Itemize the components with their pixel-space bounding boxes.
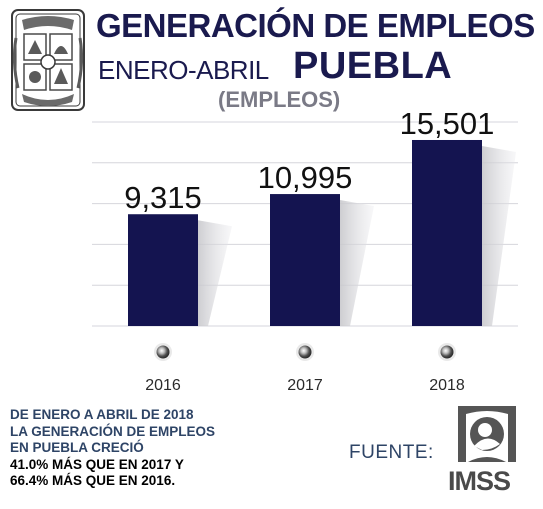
bars: [128, 139, 482, 326]
unit-label: (EMPLEOS): [218, 87, 341, 112]
value-label: 10,995: [258, 160, 353, 195]
bar-shadows: [198, 145, 516, 326]
bar-2018: [412, 139, 482, 326]
imss-emblem-icon: [456, 404, 518, 464]
value-label: 9,315: [124, 180, 202, 215]
marker-dot: [440, 345, 454, 359]
summary-line: DE ENERO A ABRIL DE 2018: [10, 407, 194, 422]
category-label: 2017: [287, 377, 323, 394]
marker-dot: [156, 345, 170, 359]
category-label: 2018: [429, 377, 465, 394]
summary-line: 66.4% MÁS QUE EN 2016.: [10, 473, 176, 488]
summary-line: LA GENERACIÓN DE EMPLEOS: [10, 423, 216, 439]
summary-line: EN PUEBLA CRECIÓ: [10, 440, 144, 455]
summary-text: DE ENERO A ABRIL DE 2018 LA GENERACIÓN D…: [10, 407, 260, 490]
bar-2017: [270, 194, 340, 326]
state-label: PUEBLA: [293, 45, 453, 87]
category-labels: 2016 2017 2018: [145, 377, 465, 394]
bar-2016: [128, 214, 198, 326]
chart-title: GENERACIÓN DE EMPLEOS: [96, 7, 535, 44]
category-markers: [154, 343, 456, 361]
bar-shadow: [340, 200, 374, 326]
period-label: ENERO-ABRIL: [98, 55, 269, 85]
imss-logo-text: IMSS: [448, 466, 511, 496]
state-seal: [10, 8, 86, 112]
bar-shadow: [482, 145, 516, 326]
bar-shadow: [198, 220, 232, 326]
imss-logo: [452, 404, 522, 468]
source-label: FUENTE:: [349, 442, 434, 463]
value-label: 15,501: [400, 106, 495, 141]
bar-chart: 9,315 10,995 15,501 2016 2017 2018: [92, 106, 518, 394]
summary-line: 41.0% MÁS QUE EN 2017 Y: [10, 456, 184, 472]
seal-emblem: [11, 9, 85, 111]
category-label: 2016: [145, 377, 181, 394]
marker-dot: [298, 345, 312, 359]
value-labels: 9,315 10,995 15,501: [124, 106, 494, 215]
